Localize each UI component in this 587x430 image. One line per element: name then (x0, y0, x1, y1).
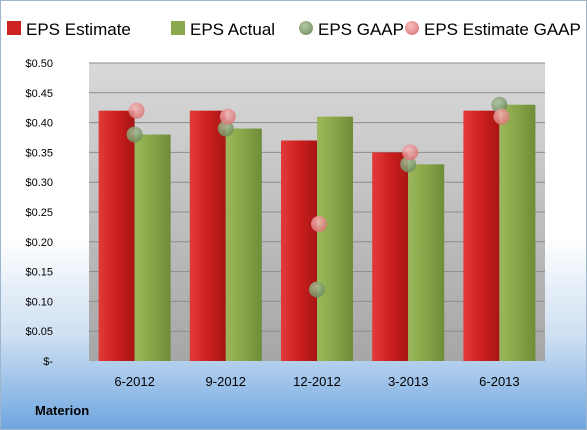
eps-estimate-gaap-marker-3-2013 (402, 144, 419, 161)
y-tick-label: $0.40 (25, 118, 53, 130)
eps-actual-bar-6-2012 (134, 134, 171, 361)
y-tick-label: $- (43, 356, 53, 368)
eps-estimate-bar-3-2013 (372, 152, 409, 361)
eps-estimate-bar-12-2012 (281, 140, 317, 361)
eps-actual-legend-swatch (171, 21, 185, 35)
y-tick-label: $0.20 (25, 237, 53, 249)
x-tick-label: 12-2012 (293, 374, 341, 389)
eps-estimate-gaap-marker-6-2012 (128, 102, 145, 119)
x-tick-label: 6-2013 (479, 374, 519, 389)
eps-actual-bar-6-2013 (499, 104, 536, 361)
eps-actual-bar-12-2012 (317, 116, 353, 361)
eps-estimate-bar-6-2012 (98, 110, 135, 362)
eps-estimate-gaap-marker-6-2013 (493, 108, 510, 125)
eps-estimate-legend-swatch (7, 21, 21, 35)
x-axis: 6-2012 9-2012 12-2012 3-2013 6-2013 (114, 374, 519, 389)
eps-actual-bar-9-2012 (225, 128, 262, 361)
company-label: Materion (35, 403, 90, 418)
eps-estimate-bar-9-2012 (189, 110, 226, 362)
y-axis: $- $0.05 $0.10 $0.15 $0.20 $0.25 $0.30 $0.35 $0.… (25, 58, 53, 368)
y-tick-label: $0.10 (25, 296, 53, 308)
eps-gaap-marker-12-2012 (309, 281, 325, 298)
x-tick-label: 3-2013 (388, 374, 428, 389)
eps-gaap-marker-3-2013 (400, 156, 417, 173)
y-tick-label: $0.25 (25, 207, 53, 219)
eps-gaap-marker-9-2012 (217, 120, 234, 137)
eps-estimate-gaap-marker-12-2012 (311, 215, 327, 232)
eps-gaap-legend-swatch (299, 21, 313, 35)
eps-estimate-gaap-legend-swatch (405, 21, 419, 35)
eps-gaap-marker-6-2013 (491, 96, 508, 113)
y-tick-label: $0.35 (25, 147, 53, 159)
y-tick-label: $0.05 (25, 326, 53, 338)
eps-estimate-gaap-marker-9-2012 (219, 108, 236, 125)
eps-actual-legend-label: EPS Actual (190, 20, 275, 39)
eps-estimate-bar-6-2013 (463, 110, 500, 362)
bars (98, 104, 536, 362)
markers (126, 96, 510, 298)
y-tick-label: $0.30 (25, 177, 53, 189)
y-tick-label: $0.15 (25, 267, 53, 279)
x-tick-label: 9-2012 (206, 374, 246, 389)
eps-gaap-legend-label: EPS GAAP (318, 20, 404, 39)
legend: EPS Estimate EPS Actual EPS GAAP EPS Estima… (7, 20, 581, 39)
eps-estimate-gaap-legend-label: EPS Estimate GAAP (424, 20, 581, 39)
x-tick-label: 6-2012 (114, 374, 154, 389)
y-tick-label: $0.45 (25, 88, 53, 100)
eps-gaap-marker-6-2012 (126, 126, 143, 143)
eps-estimate-legend-label: EPS Estimate (26, 20, 131, 39)
eps-actual-bar-3-2013 (408, 164, 445, 361)
y-tick-label: $0.50 (25, 58, 53, 70)
